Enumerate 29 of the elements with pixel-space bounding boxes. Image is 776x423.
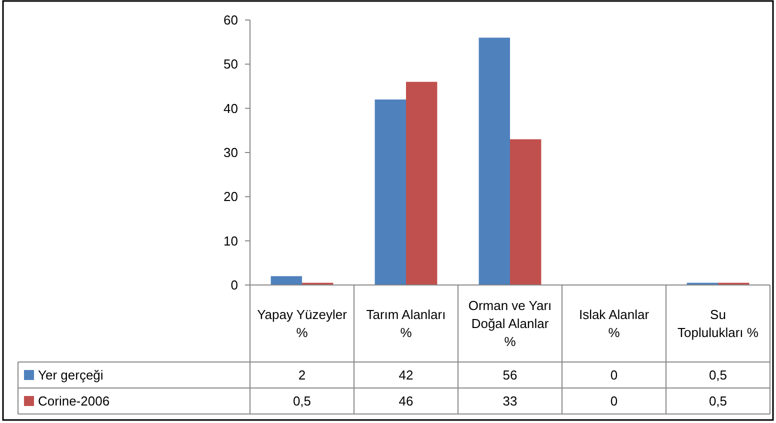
data-label: 0 (610, 368, 618, 383)
data-label: 0,5 (708, 394, 728, 409)
data-label: 46 (398, 394, 414, 409)
bar (478, 38, 510, 285)
y-tick-label: 40 (224, 100, 238, 116)
bar (270, 276, 302, 285)
x-tick-label: Tarım Alanları % (366, 307, 446, 340)
bar (374, 100, 406, 285)
data-label: 33 (502, 394, 518, 409)
bar (510, 139, 542, 285)
data-label: 0 (610, 394, 618, 409)
data-label: 2 (298, 368, 306, 383)
data-label: 56 (502, 368, 518, 383)
legend-label: Corine-2006 (38, 394, 110, 409)
y-tick-label: 10 (224, 233, 238, 248)
y-tick-label: 50 (224, 56, 238, 72)
y-tick-label: 30 (224, 145, 238, 160)
y-tick-label: 20 (224, 189, 238, 204)
x-tick-label: Su Toplulukları % (678, 307, 759, 340)
data-label: 0,5 (708, 368, 728, 383)
y-tick-label: 0 (230, 278, 238, 293)
x-tick-label: Yapay Yüzeyler % (257, 307, 348, 340)
bar (406, 82, 438, 285)
legend-label: Yer gerçeği (38, 368, 104, 383)
x-tick-label: Islak Alanlar % (578, 307, 650, 340)
x-tick-label: Orman ve Yarı Doğal Alanlar % (468, 298, 552, 350)
y-tick-label: 60 (224, 12, 238, 28)
data-label: 0,5 (292, 394, 312, 409)
data-label: 42 (398, 368, 414, 383)
